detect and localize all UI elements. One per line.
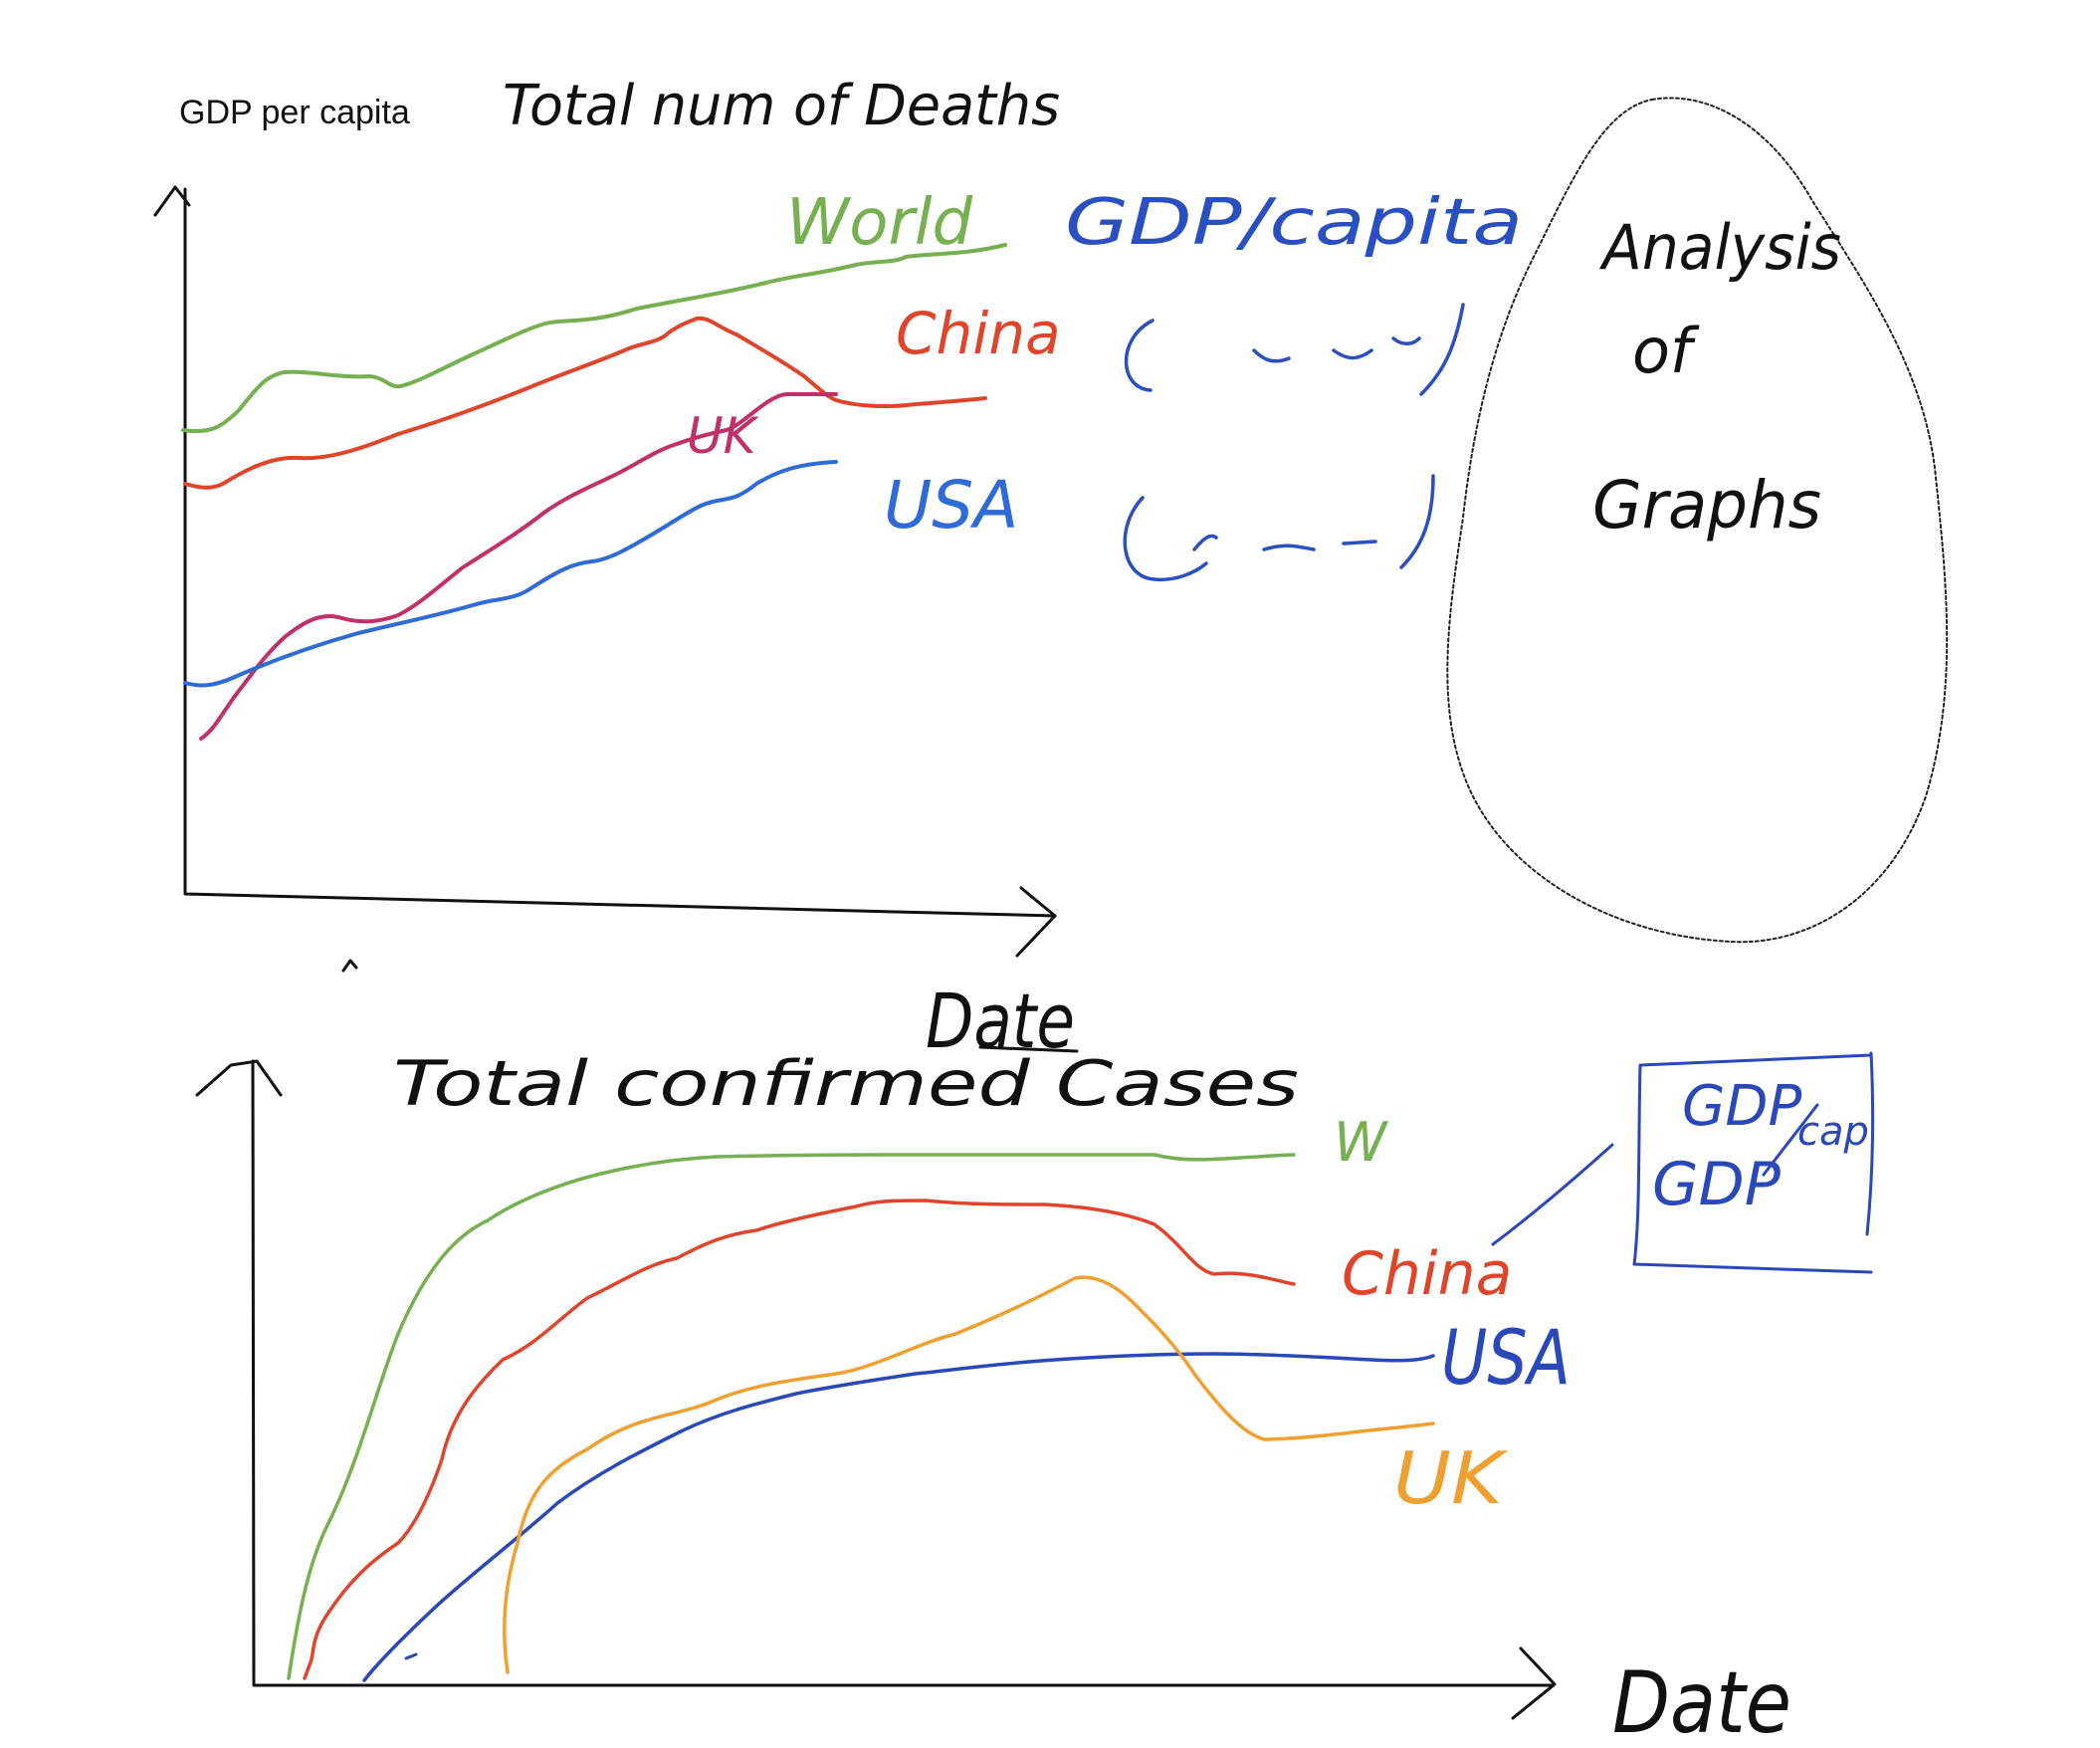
bubble-outline bbox=[1446, 97, 1949, 944]
bottom-series-label-uk: UK bbox=[1393, 1436, 1508, 1520]
bubble-line-2: of bbox=[1632, 315, 1700, 387]
box-line-2: GDP bbox=[1652, 1150, 1782, 1219]
bubble-line-1: Analysis bbox=[1598, 211, 1841, 284]
top-axes bbox=[183, 187, 1057, 918]
bottom-series-label-china: China bbox=[1342, 1239, 1512, 1309]
top-series-line-china bbox=[183, 316, 987, 490]
bottom-y-arrowhead bbox=[195, 1059, 283, 1097]
top-y-arrowhead bbox=[153, 185, 191, 217]
analysis-bubble: Analysis of Graphs bbox=[1446, 97, 1949, 944]
bottom-x-arrowhead bbox=[1511, 1646, 1557, 1720]
top-series-label-usa: USA bbox=[884, 467, 1018, 544]
bottom-series-line-uk bbox=[503, 1275, 1435, 1674]
stray-blue-mark bbox=[404, 1652, 418, 1660]
top-series-label-world: World bbox=[786, 186, 973, 260]
top-x-label-stroke bbox=[978, 1045, 1079, 1053]
top-series-line-usa bbox=[183, 460, 838, 688]
bottom-series-label-usa: USA bbox=[1441, 1313, 1571, 1402]
bottom-series-line-usa bbox=[362, 1352, 1435, 1682]
bottom-series-line-w bbox=[287, 1153, 1296, 1680]
bottom-x-axis-label: Date bbox=[1612, 1653, 1791, 1748]
annotation-box bbox=[1632, 1051, 1875, 1274]
bottom-series-line-china bbox=[303, 1199, 1296, 1680]
stray-mark bbox=[341, 959, 358, 973]
top-series-line-world bbox=[181, 243, 1007, 434]
bottom-chart-title: Total confirmed Cases bbox=[393, 1047, 1299, 1120]
top-x-arrowhead bbox=[1015, 886, 1057, 958]
bottom-chart: Total confirmed Cases Date W China USA U… bbox=[195, 1047, 1875, 1748]
china-ditto-marks bbox=[1124, 303, 1465, 396]
bottom-series-label-w: W bbox=[1334, 1111, 1389, 1174]
top-y-axis-label: GDP per capita bbox=[179, 94, 410, 131]
top-series-line-uk bbox=[199, 392, 838, 741]
bottom-axes bbox=[251, 1059, 1555, 1687]
top-world-note: GDP/capita bbox=[1065, 186, 1523, 260]
top-chart: GDP per capita Total num of Deaths Date … bbox=[153, 74, 1523, 1065]
box-connector-line bbox=[1491, 1143, 1614, 1246]
bubble-line-3: Graphs bbox=[1592, 467, 1821, 544]
box-line-1: GDP bbox=[1682, 1074, 1802, 1139]
box-slash bbox=[1762, 1103, 1819, 1177]
usa-ditto-marks bbox=[1123, 474, 1435, 582]
top-series-label-uk: UK bbox=[687, 407, 760, 465]
top-chart-title: Total num of Deaths bbox=[503, 74, 1060, 138]
top-series-label-china: China bbox=[896, 300, 1061, 367]
